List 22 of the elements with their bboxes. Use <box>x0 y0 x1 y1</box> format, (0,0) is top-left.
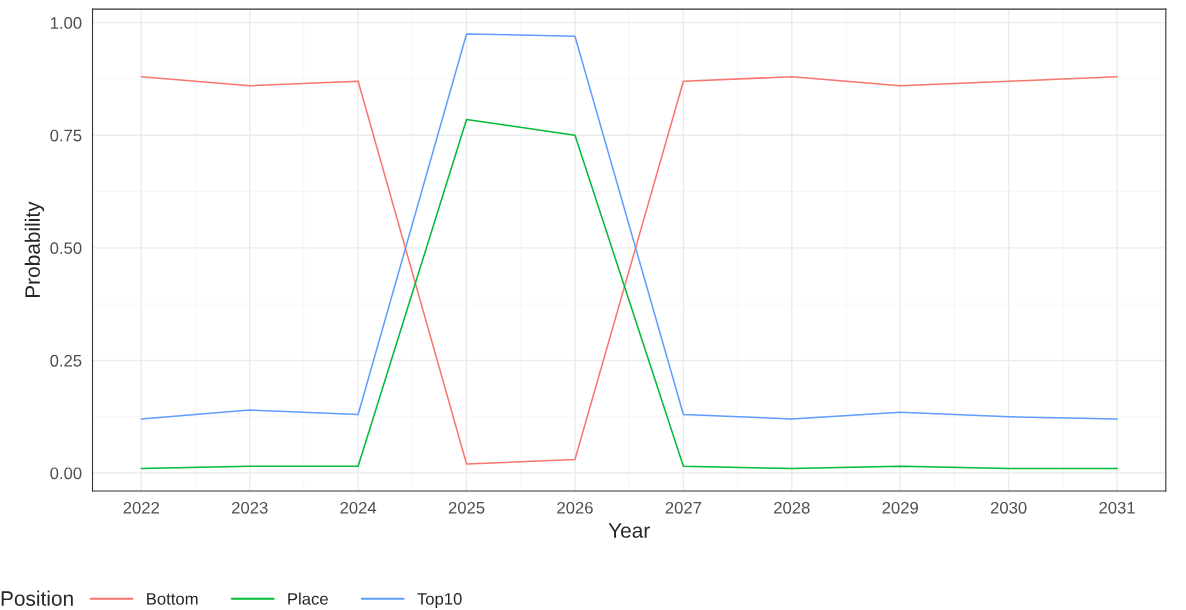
x-tick-label: 2027 <box>665 501 702 514</box>
y-tick-label: 1.00 <box>50 17 82 29</box>
y-tick-label: 0.75 <box>50 129 82 142</box>
legend-title: Position <box>1 590 73 606</box>
y-axis-title: Probability <box>24 201 45 298</box>
x-tick-label: 2030 <box>990 501 1027 514</box>
x-tick-label: 2028 <box>774 501 810 514</box>
x-tick-label: 2023 <box>232 501 268 514</box>
x-tick-label: 2026 <box>557 501 593 514</box>
x-axis-title: Year <box>608 523 650 538</box>
y-tick-label: 0.25 <box>50 354 82 367</box>
y-tick-label: 0.50 <box>50 242 82 255</box>
x-tick-label: 2022 <box>123 501 159 514</box>
x-tick-label: 2025 <box>448 501 485 514</box>
legend-label: Place <box>288 592 328 605</box>
x-tick-label: 2029 <box>882 501 918 514</box>
x-tick-label: 2024 <box>340 501 377 514</box>
line-series <box>140 33 1118 420</box>
y-tick-label: 0.00 <box>50 467 82 480</box>
legend-label: Bottom <box>147 593 198 605</box>
legend-label: Top10 <box>417 592 462 609</box>
x-tick-label: 2031 <box>1099 501 1135 514</box>
